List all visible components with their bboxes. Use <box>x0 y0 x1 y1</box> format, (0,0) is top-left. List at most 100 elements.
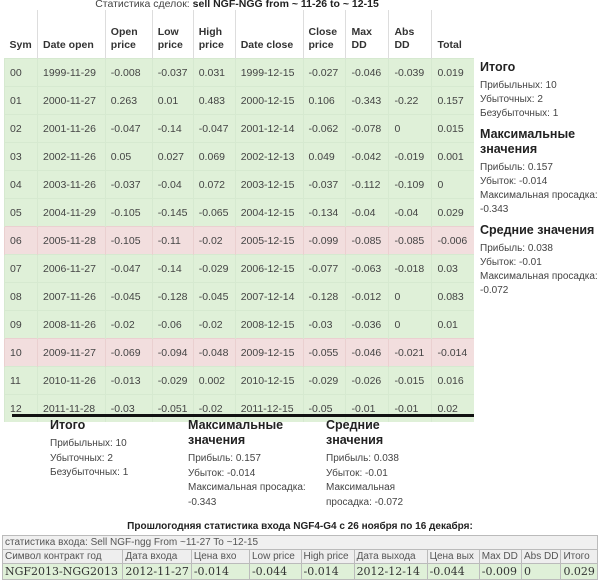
table-title: Статистика сделок: sell NGF-NGG from ~ 1… <box>95 0 379 10</box>
table-cell: 0 <box>388 114 432 143</box>
table-cell: -0.026 <box>345 366 389 395</box>
table-cell: 0.027 <box>151 142 194 171</box>
table-cell: 04 <box>4 170 38 199</box>
table-cell: NGF2013-NGG2013 <box>1 563 124 580</box>
table-cell: 0.05 <box>104 142 153 171</box>
table-row: 03 2002-11-26 0.05 0.027 0.069 2002-12-13 0.04… <box>4 142 474 171</box>
table-cell: 2002-12-13 <box>234 142 303 171</box>
table-cell: -0.01 <box>345 394 389 422</box>
summary-total: Итого Прибыльных: 10 Убыточных: 2 Безубыточ… <box>480 60 559 119</box>
table-cell: -0.04 <box>151 170 194 199</box>
table-cell: 2011-11-28 <box>36 394 106 422</box>
table-cell: -0.044 <box>248 563 302 580</box>
table-cell: 1999-12-15 <box>234 58 303 87</box>
table-cell: -0.045 <box>192 282 236 311</box>
column-header: Total <box>431 10 474 59</box>
table-cell: 0.029 <box>431 198 474 227</box>
table-cell: 2001-11-26 <box>36 114 106 143</box>
table-row: 06 2005-11-28 -0.105 -0.11 -0.02 2005-12-15 -0… <box>4 226 474 255</box>
table-cell: -0.042 <box>345 142 389 171</box>
table-cell: -0.03 <box>104 394 153 422</box>
last-year-table: статистика входа: Sell NGF-ngg From ~11-… <box>1 535 598 580</box>
column-header: Open price <box>104 10 153 59</box>
table-cell: 0 <box>388 310 432 339</box>
table-cell: 0.01 <box>151 86 194 115</box>
table-cell: 0.03 <box>431 254 474 283</box>
table-cell: -0.02 <box>192 226 236 255</box>
table-cell: 2009-12-15 <box>234 338 303 367</box>
table-cell: -0.02 <box>192 394 236 422</box>
table-cell: 2008-11-26 <box>36 310 106 339</box>
table-cell: 0 <box>431 170 474 199</box>
table-cell: -0.012 <box>345 282 389 311</box>
table-cell: 0.069 <box>192 142 236 171</box>
table-cell: 0.031 <box>192 58 236 87</box>
table-cell: -0.105 <box>104 198 153 227</box>
table-cell: 0.01 <box>431 310 474 339</box>
column-header: Date close <box>234 10 303 59</box>
table-cell: -0.078 <box>345 114 389 143</box>
table-cell: 0.029 <box>560 563 598 580</box>
column-header: Символ контракт год <box>1 549 124 564</box>
table-cell: 0.072 <box>192 170 236 199</box>
table-cell: 2010-11-26 <box>36 366 106 395</box>
table-row: 01 2000-11-27 0.263 0.01 0.483 2000-12-15 0.10… <box>4 86 474 115</box>
table-cell: -0.027 <box>302 58 346 87</box>
table-cell: 2009-11-27 <box>36 338 106 367</box>
column-header: Итого <box>560 549 598 564</box>
table-cell: -0.055 <box>302 338 346 367</box>
table-row: 07 2006-11-27 -0.047 -0.14 -0.029 2006-12-15-… <box>4 254 474 283</box>
table-cell: 2010-12-15 <box>234 366 303 395</box>
table-cell: -0.11 <box>151 226 194 255</box>
table-cell: 0.483 <box>192 86 236 115</box>
table-cell: -0.062 <box>302 114 346 143</box>
table-cell: -0.015 <box>388 366 432 395</box>
table-cell: -0.069 <box>104 338 153 367</box>
table-cell: 2000-12-15 <box>234 86 303 115</box>
table-row: 00 1999-11-29 -0.008 -0.037 0.031 1999-12-15-… <box>4 58 474 87</box>
table-cell: 2000-11-27 <box>36 86 106 115</box>
table-cell: -0.063 <box>345 254 389 283</box>
table-cell: 2003-12-15 <box>234 170 303 199</box>
table-cell: -0.145 <box>151 198 194 227</box>
table-cell: 2012-11-27 <box>122 563 192 580</box>
table-cell: -0.02 <box>192 310 236 339</box>
table-cell: 05 <box>4 198 38 227</box>
table-cell: -0.013 <box>104 366 153 395</box>
table-row: 09 2008-11-26 -0.02 -0.06 -0.02 2008-12-15 -0.… <box>4 310 474 339</box>
table-cell: 2008-12-15 <box>234 310 303 339</box>
table-cell: -0.039 <box>388 58 432 87</box>
table-cell: 2007-11-26 <box>36 282 106 311</box>
table-row: 11 2010-11-26 -0.013 -0.029 0.002 2010-12-15-… <box>4 366 474 395</box>
table-cell: 0 <box>388 282 432 311</box>
column-header: Цена вхо <box>190 549 250 564</box>
table-cell: 2006-11-27 <box>36 254 106 283</box>
bottom-summary-total: Итого Прибыльных: 10 Убыточных: 2 Безубыточ… <box>50 418 129 478</box>
table-cell: 2006-12-15 <box>234 254 303 283</box>
table-cell: 09 <box>4 310 38 339</box>
side-summary: Итого Прибыльных: 10 Убыточных: 2 Безубыточ… <box>480 60 600 304</box>
table-cell: 2005-12-15 <box>234 226 303 255</box>
table-cell: -0.22 <box>388 86 432 115</box>
table-cell: -0.04 <box>388 198 432 227</box>
table-cell: 0.016 <box>431 366 474 395</box>
table-cell: -0.03 <box>302 310 346 339</box>
table-cell: -0.046 <box>345 338 389 367</box>
table-cell: 00 <box>4 58 38 87</box>
table-cell: 2012-12-14 <box>353 563 428 580</box>
table-cell: -0.037 <box>302 170 346 199</box>
table-cell: 0.083 <box>431 282 474 311</box>
table-cell: 0.157 <box>431 86 474 115</box>
table-cell: -0.099 <box>302 226 346 255</box>
table-cell: 10 <box>4 338 38 367</box>
table-row: 04 2003-11-26 -0.037 -0.04 0.072 2003-12-15 -0… <box>4 170 474 199</box>
column-header: Дата выхода <box>353 549 428 564</box>
table-cell: 03 <box>4 142 38 171</box>
table-cell: -0.021 <box>388 338 432 367</box>
table-cell: 2003-11-26 <box>36 170 106 199</box>
table-row: 05 2004-11-29 -0.105 -0.145 -0.065 2004-12-15… <box>4 198 474 227</box>
table-cell: 0.02 <box>431 394 474 422</box>
table-cell: -0.018 <box>388 254 432 283</box>
table-cell: 0.001 <box>431 142 474 171</box>
column-header: Дата входа <box>122 549 192 564</box>
